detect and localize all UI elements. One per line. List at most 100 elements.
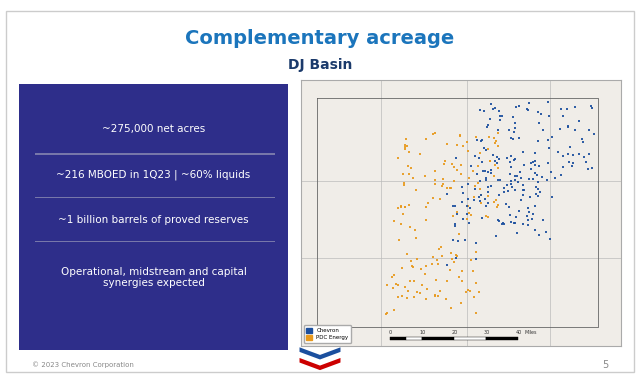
Point — [532, 109, 543, 115]
Point — [400, 141, 410, 147]
Point — [382, 282, 392, 288]
Point — [477, 168, 488, 174]
Point — [438, 181, 449, 187]
Point — [483, 214, 493, 220]
Point — [527, 216, 537, 222]
Point — [532, 172, 542, 178]
Point — [479, 145, 489, 151]
Point — [506, 181, 516, 187]
Point — [421, 263, 431, 269]
Point — [481, 196, 491, 202]
Point — [461, 203, 472, 209]
Point — [488, 106, 499, 112]
Point — [524, 209, 534, 215]
Point — [483, 200, 493, 206]
Point — [441, 296, 451, 302]
Point — [437, 183, 447, 189]
Point — [449, 178, 459, 184]
Point — [515, 169, 525, 175]
Point — [485, 167, 495, 173]
FancyBboxPatch shape — [6, 11, 634, 372]
Point — [387, 274, 397, 280]
Text: ~216 MBOED in 1Q23 | ~60% liquids: ~216 MBOED in 1Q23 | ~60% liquids — [56, 169, 251, 180]
Point — [556, 172, 566, 178]
Point — [570, 104, 580, 110]
Point — [495, 112, 506, 119]
Point — [474, 290, 484, 296]
Point — [502, 182, 512, 188]
Point — [447, 160, 457, 166]
Point — [451, 255, 461, 261]
Point — [470, 185, 480, 192]
Point — [424, 200, 434, 206]
Point — [523, 222, 533, 228]
Point — [468, 268, 479, 274]
Point — [458, 216, 468, 222]
Point — [430, 130, 440, 136]
Point — [479, 168, 490, 174]
Point — [495, 177, 506, 183]
Point — [464, 210, 474, 216]
Point — [518, 149, 528, 155]
Point — [430, 181, 440, 187]
Point — [448, 213, 458, 219]
Point — [510, 120, 520, 126]
Point — [538, 217, 548, 223]
Point — [453, 238, 463, 244]
Point — [445, 267, 455, 273]
Point — [493, 108, 504, 114]
Point — [534, 163, 544, 169]
Point — [405, 278, 415, 284]
Point — [462, 216, 472, 222]
Point — [563, 123, 573, 129]
Point — [438, 176, 449, 182]
Point — [406, 165, 417, 171]
Point — [393, 282, 403, 288]
Point — [399, 180, 410, 186]
Point — [568, 152, 578, 158]
Point — [493, 217, 503, 223]
Point — [505, 212, 515, 218]
Point — [451, 252, 461, 258]
Point — [481, 177, 492, 184]
Bar — [454, 337, 486, 340]
Point — [566, 163, 577, 169]
Point — [522, 106, 532, 112]
Point — [436, 244, 447, 250]
Point — [433, 261, 444, 267]
Point — [536, 111, 546, 117]
Point — [465, 288, 475, 294]
Point — [442, 185, 452, 191]
Point — [483, 146, 493, 152]
Point — [397, 171, 408, 177]
Point — [403, 251, 413, 257]
Point — [486, 170, 496, 176]
Point — [543, 160, 553, 166]
Point — [531, 158, 541, 164]
Point — [492, 160, 502, 166]
Point — [456, 199, 467, 205]
Point — [534, 120, 544, 126]
Text: 20: 20 — [451, 330, 458, 335]
Point — [466, 257, 476, 263]
Point — [416, 266, 426, 272]
Point — [510, 187, 520, 193]
Point — [483, 193, 493, 199]
Point — [484, 158, 495, 164]
Point — [433, 293, 443, 299]
Point — [451, 167, 461, 173]
Point — [412, 289, 422, 295]
Point — [493, 155, 504, 162]
Point — [514, 103, 524, 109]
Point — [449, 163, 459, 169]
FancyBboxPatch shape — [35, 197, 275, 198]
Point — [514, 207, 524, 214]
Point — [475, 178, 485, 184]
Point — [453, 274, 463, 280]
Point — [556, 127, 566, 133]
Point — [404, 171, 414, 177]
Point — [457, 278, 467, 284]
Point — [578, 139, 588, 145]
Point — [529, 176, 539, 182]
Point — [463, 196, 474, 202]
